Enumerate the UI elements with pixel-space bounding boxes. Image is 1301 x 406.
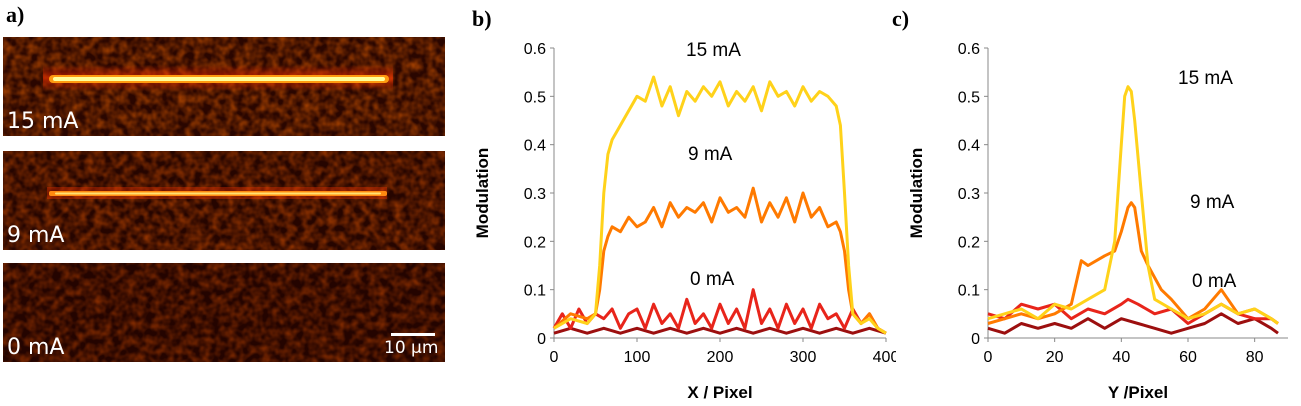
series-line-3 [553,326,887,335]
y-tick-label: 0.4 [524,138,546,155]
series-line-3 [987,312,1279,335]
x-tick-label: 300 [790,349,817,366]
chart-c: 0 0.1 0.2 0.3 0.4 0.5 0.6 0 20 40 60 80 Y /Pixel Modu… [907,41,1288,402]
annotation-15ma: 15 mA [1178,68,1233,89]
series-line-1 [553,186,887,335]
y-tick-label: 0.5 [958,89,980,106]
series-line-0 [987,85,1279,325]
image-9ma-texture [3,151,445,250]
annotation-9ma: 9 mA [688,144,733,165]
y-tick-label: 0.6 [958,41,980,58]
annotation-0ma: 0 mA [690,269,735,290]
y-tick-label: 0 [971,331,980,348]
x-tick-label: 200 [707,349,734,366]
y-tick-label: 0.2 [524,234,546,251]
panel-c-letter: c) [892,6,910,31]
y-tick-label: 0 [537,331,546,348]
x-tick-label: 400 [873,349,896,366]
image-9ma: 9 mA [3,151,445,250]
chart-b: 0 0.1 0.2 0.3 0.4 0.5 0.6 0 100 200 300 400 X / Pixe… [473,40,896,402]
image-15ma-texture [3,37,445,136]
x-tick-label: 80 [1246,349,1264,366]
image-15ma-label: 15 mA [7,109,79,134]
x-axis-label: X / Pixel [687,383,752,402]
image-0ma: 0 mA 10 µm [3,263,445,362]
x-tick-label: 100 [624,349,651,366]
y-tick-label: 0.2 [958,234,980,251]
image-0ma-texture [3,263,445,362]
x-tick-label: 40 [1112,349,1130,366]
x-tick-label: 0 [550,349,559,366]
annotation-15ma: 15 mA [686,40,741,61]
y-tick-label: 0.5 [524,89,546,106]
image-9ma-label: 9 mA [7,223,65,248]
scale-bar-label: 10 µm [384,338,439,358]
series-line-2 [552,288,887,335]
panel-a-letter: a) [6,2,25,27]
y-tick-label: 0.6 [524,41,546,58]
annotation-9ma: 9 mA [1190,192,1235,213]
y-axis-label: Modulation [473,148,492,239]
x-tick-label: 0 [984,349,993,366]
y-tick-label: 0.4 [958,138,980,155]
x-tick-label: 60 [1179,349,1197,366]
panel-b-letter: b) [472,6,492,31]
image-15ma: 15 mA [3,37,445,136]
y-tick-label: 0.3 [958,186,980,203]
y-tick-label: 0.1 [524,283,546,300]
scale-bar [391,333,435,336]
image-0ma-label: 0 mA [7,335,65,360]
y-tick-label: 0.1 [958,283,980,300]
x-tick-label: 20 [1046,349,1064,366]
annotation-0ma: 0 mA [1192,271,1237,292]
series-line-1 [987,201,1279,325]
series-line-0 [553,75,887,335]
y-tick-label: 0.3 [524,186,546,203]
x-axis-label: Y /Pixel [1108,383,1168,402]
y-axis-label: Modulation [907,148,926,239]
